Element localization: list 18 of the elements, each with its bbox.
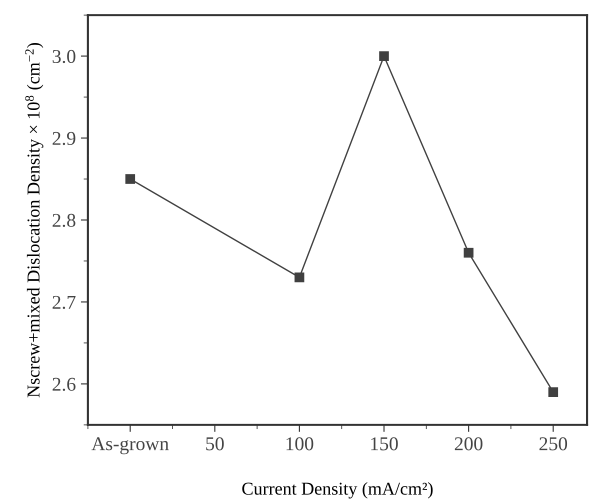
point — [125, 174, 136, 184]
x-tick-label: As-grown — [92, 437, 169, 454]
x-tick-label: 50 — [206, 437, 224, 450]
point — [294, 272, 304, 282]
y-tick-label: 2.8 — [52, 214, 76, 228]
y-tick-label: 2.9 — [52, 132, 76, 146]
x-tick-label: 250 — [539, 437, 568, 450]
x-tick-label: 200 — [454, 437, 482, 450]
point — [379, 51, 389, 61]
y-tick-label: 3.0 — [52, 50, 76, 64]
y-axis-title: Nscrew+mixed Dislocation Density × 10$^{8}$ (cm$^{−2}$) — [25, 42, 44, 398]
point — [464, 248, 474, 258]
y-tick-label: 2.6 — [52, 378, 76, 391]
x-tick-label: 100 — [286, 437, 314, 450]
y-tick-label: 2.7 — [52, 296, 76, 309]
x-axis-title: Current Density (mA/cm²) — [242, 482, 433, 499]
x-tick-label: 150 — [371, 437, 398, 450]
point — [548, 387, 558, 397]
